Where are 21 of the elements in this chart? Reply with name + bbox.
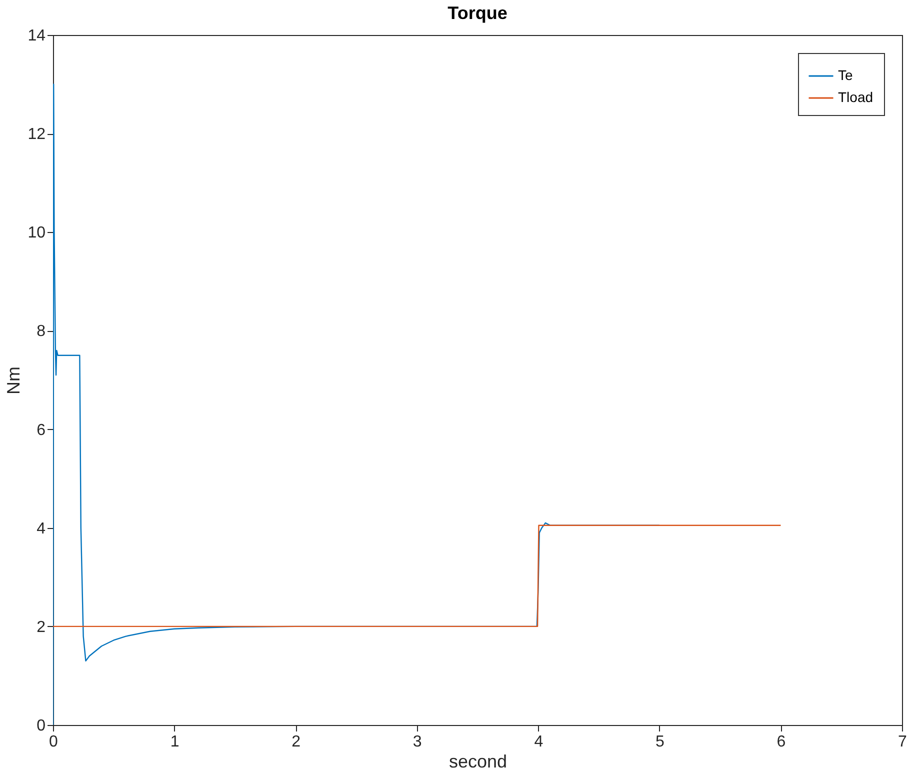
x-tick-label: 6	[776, 734, 786, 750]
y-tick-label: 12	[28, 126, 46, 144]
y-tick-label: 6	[36, 422, 46, 439]
x-tick-label: 3	[412, 734, 422, 750]
x-tick-label: 4	[534, 734, 544, 750]
x-tick-label: 0	[49, 734, 58, 750]
legend-label: Te	[838, 67, 853, 83]
y-tick-label: 4	[36, 520, 46, 538]
chart-title: Torque	[448, 3, 508, 23]
y-tick-label: 10	[28, 224, 46, 242]
y-tick-label: 14	[28, 28, 46, 44]
y-tick-label: 0	[36, 718, 46, 734]
legend-label: Tload	[838, 89, 874, 105]
y-tick-label: 8	[36, 323, 46, 340]
x-tick-label: 7	[898, 734, 908, 750]
x-tick-label: 5	[655, 734, 664, 750]
x-axis-title: second	[448, 752, 508, 772]
y-axis-title: Nm	[4, 366, 24, 394]
x-tick-label: 1	[170, 734, 180, 750]
x-tick-label: 2	[292, 734, 301, 750]
y-tick-label: 2	[36, 618, 46, 636]
